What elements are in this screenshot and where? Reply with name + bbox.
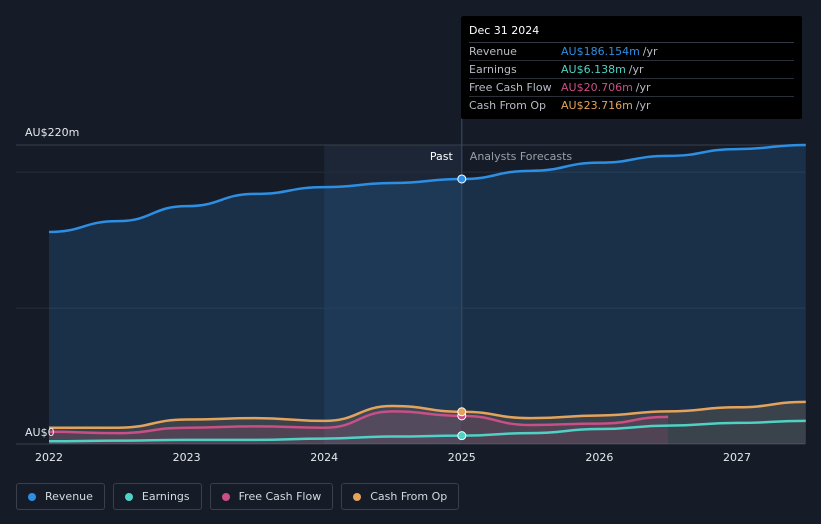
series-area-free-cash-flow xyxy=(49,411,669,444)
marker-cash-from-op xyxy=(457,407,467,417)
tooltip-value: AU$23.716m xyxy=(561,99,633,112)
series-line-earnings xyxy=(48,419,806,443)
tooltip-label: Free Cash Flow xyxy=(469,81,552,94)
tooltip-row-earnings: Earnings AU$6.138m /yr xyxy=(469,61,794,79)
legend-dot-icon xyxy=(124,492,133,501)
legend: Revenue Earnings Free Cash Flow Cash Fro… xyxy=(16,483,460,510)
tooltip-date: Dec 31 2024 xyxy=(469,24,794,43)
tooltip-label: Earnings xyxy=(469,63,517,76)
legend-dot-icon xyxy=(221,492,230,501)
x-tick-label: 2027 xyxy=(723,451,751,464)
legend-label: Cash From Op xyxy=(370,490,448,503)
tooltip-label: Cash From Op xyxy=(469,99,547,112)
legend-item-cash-from-op[interactable]: Cash From Op xyxy=(341,483,460,510)
past-highlight xyxy=(324,145,462,444)
past-label: Past xyxy=(430,150,454,163)
tooltip-row-revenue: Revenue AU$186.154m /yr xyxy=(469,43,794,61)
legend-item-earnings[interactable]: Earnings xyxy=(112,483,202,510)
x-tick-label: 2022 xyxy=(35,451,63,464)
legend-label: Free Cash Flow xyxy=(238,490,322,503)
tooltip-unit: /yr xyxy=(635,81,651,94)
legend-label: Revenue xyxy=(45,490,93,503)
legend-item-revenue[interactable]: Revenue xyxy=(16,483,105,510)
legend-dot-icon xyxy=(353,492,362,501)
x-tick-label: 2026 xyxy=(585,451,613,464)
legend-dot-icon xyxy=(28,492,36,501)
x-tick-label: 2024 xyxy=(310,451,338,464)
tooltip-value: AU$6.138m xyxy=(561,63,626,76)
series-line-revenue xyxy=(48,143,806,234)
series-line-cash-from-op xyxy=(48,400,806,429)
series-area-cash-from-op xyxy=(49,401,806,444)
legend-item-free-cash-flow[interactable]: Free Cash Flow xyxy=(209,483,334,510)
tooltip-unit: /yr xyxy=(628,63,644,76)
tooltip-value: AU$186.154m xyxy=(561,45,640,58)
y-axis-label-top: AU$220m xyxy=(25,126,79,139)
y-axis-label-bottom: AU$0 xyxy=(25,426,55,439)
x-tick-label: 2025 xyxy=(448,451,476,464)
series-line-free-cash-flow xyxy=(48,410,669,435)
legend-label: Earnings xyxy=(141,490,190,503)
tooltip-value: AU$20.706m xyxy=(561,81,633,94)
tooltip-row-fcf: Free Cash Flow AU$20.706m /yr xyxy=(469,79,794,97)
forecast-label: Analysts Forecasts xyxy=(470,150,573,163)
tooltip: Dec 31 2024 Revenue AU$186.154m /yr Earn… xyxy=(461,16,802,119)
marker-revenue xyxy=(457,174,467,184)
tooltip-row-cfo: Cash From Op AU$23.716m /yr xyxy=(469,97,794,114)
x-tick-label: 2023 xyxy=(173,451,201,464)
tooltip-unit: /yr xyxy=(642,45,658,58)
tooltip-unit: /yr xyxy=(635,99,651,112)
marker-earnings xyxy=(457,431,467,441)
tooltip-label: Revenue xyxy=(469,45,517,58)
series-area-revenue xyxy=(49,145,806,444)
